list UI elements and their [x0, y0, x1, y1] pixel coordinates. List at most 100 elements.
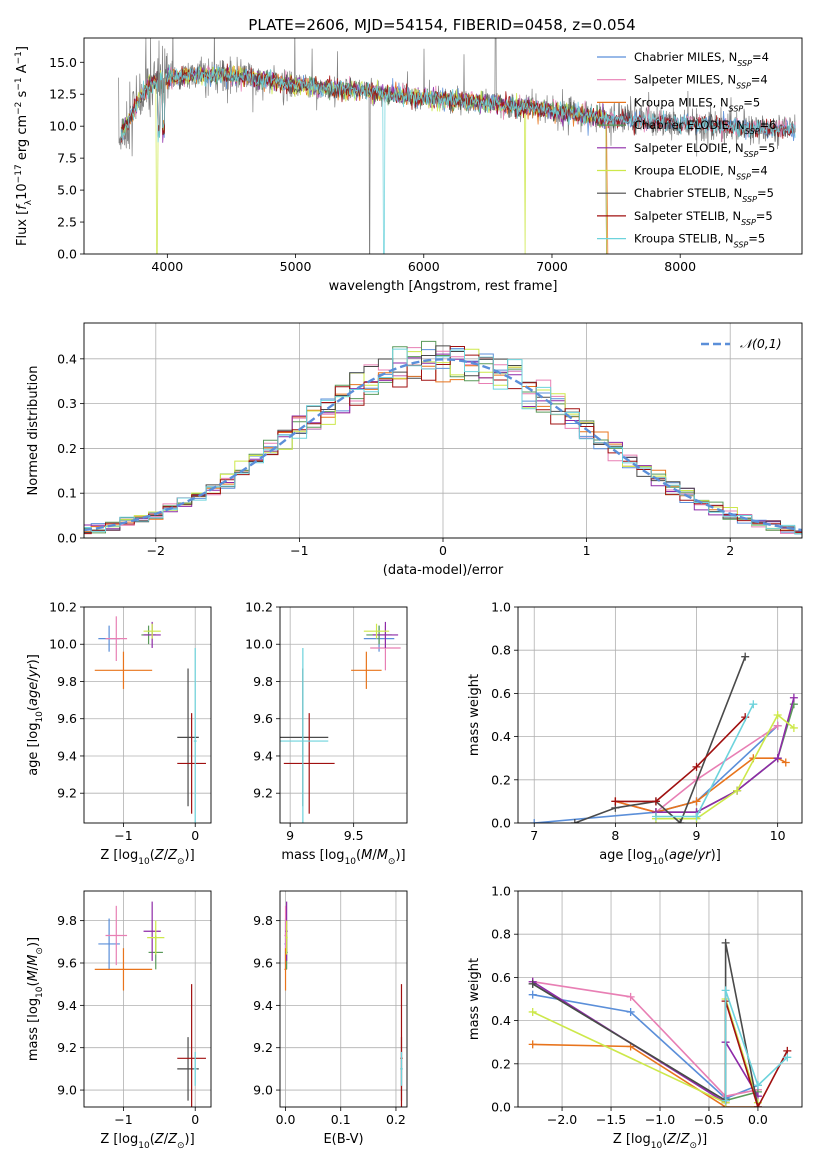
mass-weight-line: [532, 1043, 758, 1107]
y-tick-label: 0.8: [491, 927, 511, 942]
y-tick-label: 0.0: [491, 1100, 511, 1115]
figure-title: PLATE=2606, MJD=54154, FIBERID=0458, z=0…: [248, 16, 635, 34]
mass-weight-line: [532, 980, 759, 1098]
panel-age_vs_Z: −1 09.29.49.69.810.010.2Z [log10(Z/Z⊙)]ag…: [26, 600, 212, 867]
mass-weight-point: [781, 758, 790, 767]
model-spectrum-line: [120, 64, 796, 142]
x-tick-label: −0.5: [694, 1112, 724, 1127]
label-part: mass weight: [467, 958, 482, 1040]
legend-label-text: Salpeter MILES, N: [634, 73, 736, 87]
y-tick-label: 0.1: [57, 486, 77, 501]
y-axis-label: Flux [fλ10−17 erg cm−2 s−1 A−1]: [14, 46, 34, 246]
x-tick-label: 0.1: [331, 1112, 351, 1127]
label-part: Z: [154, 848, 165, 863]
label-part: ⊙: [388, 857, 396, 867]
y-tick-label: 10.0: [49, 119, 77, 134]
mass-weight-point: [721, 986, 730, 995]
label-part: )]: [395, 848, 405, 863]
y-axis-label: mass weight: [467, 958, 482, 1040]
x-tick-label: 0: [191, 828, 199, 843]
x-tick-label: 0.0: [748, 1112, 768, 1127]
label-part: E(B-V): [323, 1132, 363, 1147]
mass-weight-point: [611, 797, 620, 806]
y-tick-label: 9.4: [253, 748, 273, 763]
y-tick-label: 9.2: [253, 786, 273, 801]
legend-label-text: Chabrier STELIB, N: [634, 186, 742, 200]
mass-weight-point: [733, 786, 742, 795]
mass-weight-line: [615, 757, 787, 814]
legend-label-tail: =5: [757, 186, 774, 200]
label-part: λ: [24, 199, 34, 205]
label-part: ⊙: [35, 947, 45, 955]
mass-weight-point: [789, 723, 798, 732]
legend-label-sub: SSP: [734, 240, 749, 249]
legend-label-sub: SSP: [737, 59, 752, 68]
model-spectrum-line: [120, 64, 796, 254]
y-axis-label: age [log10(age/yr)]: [26, 654, 45, 776]
x-tick-label: 1: [583, 543, 591, 558]
label-part: )]: [697, 1132, 707, 1147]
plot-area: [94, 616, 206, 823]
mass-weight-point: [773, 721, 782, 730]
label-part: 10: [138, 1141, 150, 1151]
x-tick-label: 0.2: [386, 1112, 406, 1127]
legend-label: Kroupa ELODIE, NSSP=4: [634, 164, 768, 182]
legend-label-text: Chabrier MILES, N: [634, 50, 737, 64]
legend-label-tail: =5: [758, 141, 775, 155]
y-tick-label: 9.0: [57, 1083, 77, 1098]
legend-label: Kroupa STELIB, NSSP=5: [634, 232, 765, 250]
legend-label: 𝒩(0,1): [740, 336, 782, 351]
label-part: −2: [14, 102, 24, 115]
panel-residuals: −2 −1 0 1 2 0.0 0.1 0.2 0.3 0.4 (data-model)/error…: [26, 322, 803, 578]
y-tick-label: 0.0: [57, 531, 77, 546]
y-tick-label: 0.6: [491, 686, 511, 701]
mass-weight-point: [676, 819, 685, 823]
mass-weight-point: [528, 979, 537, 988]
label-part: 10: [652, 857, 664, 867]
label-part: M: [361, 848, 372, 863]
axes-frame: [83, 890, 212, 1108]
label-part: mass weight: [467, 674, 482, 756]
mass-weight-point: [783, 1053, 792, 1062]
label-part: /: [676, 1132, 681, 1147]
ticks: −1 0 9.2 9.4 9.6 9.8 10.0 10.2: [49, 600, 199, 844]
mass-weight-point: [773, 754, 782, 763]
panel-mass_weight_vs_Z: −2.0 −1.5 −1.0 −0.5 0.0 0.0 0.2 0.4 0.6 0.8 1.0 Z […: [467, 884, 803, 1151]
mass-weight-point: [692, 762, 701, 771]
plot-area: [530, 652, 798, 823]
y-tick-label: 9.6: [57, 711, 77, 726]
x-axis-label: mass [log10(M/M⊙)]: [281, 848, 405, 867]
x-tick-label: 8000: [664, 259, 696, 274]
legend-label-tail: =4: [751, 164, 768, 178]
x-tick-label: 7: [530, 828, 538, 843]
residual-histogram: [84, 348, 802, 535]
ticks: −2 −1 0 1 2 0.0 0.1 0.2 0.3 0.4: [57, 351, 734, 558]
plot-area: [284, 901, 403, 1107]
legend-label: Salpeter ELODIE, NSSP=5: [634, 141, 775, 159]
y-tick-label: 0.2: [491, 772, 511, 787]
mass-weight-point: [626, 1007, 635, 1016]
panel-spectrum: 4000 5000 6000 7000 8000 0.0 2.5 5.0 7.5 10.0 12.5…: [14, 37, 803, 294]
legend-label-sub: SSP: [745, 127, 760, 136]
ticks: 9 9.5 9.2 9.4 9.6 9.8 10.0 10.2: [245, 600, 363, 844]
mass-weight-point: [651, 812, 660, 821]
label-part: M: [377, 848, 388, 863]
x-tick-label: 6000: [408, 259, 440, 274]
x-tick-label: −1: [114, 1112, 132, 1127]
label-part: (: [26, 706, 41, 711]
y-tick-label: 0.0: [57, 247, 77, 262]
mass-weight-point: [626, 992, 635, 1001]
label-part: 10: [345, 857, 357, 867]
legend-label: Chabrier STELIB, NSSP=5: [634, 186, 774, 204]
mass-weight-point: [528, 990, 537, 999]
x-tick-label: 0: [439, 543, 447, 558]
mass-weight-point: [721, 938, 730, 947]
y-tick-label: 0.4: [57, 351, 77, 366]
label-part: mass [log: [281, 848, 344, 863]
axes-frame: [279, 606, 408, 824]
x-tick-label: 0.0: [276, 1112, 296, 1127]
label-part: /: [372, 848, 377, 863]
mass-weight-point: [528, 1040, 537, 1049]
mass-weight-point: [530, 819, 539, 823]
